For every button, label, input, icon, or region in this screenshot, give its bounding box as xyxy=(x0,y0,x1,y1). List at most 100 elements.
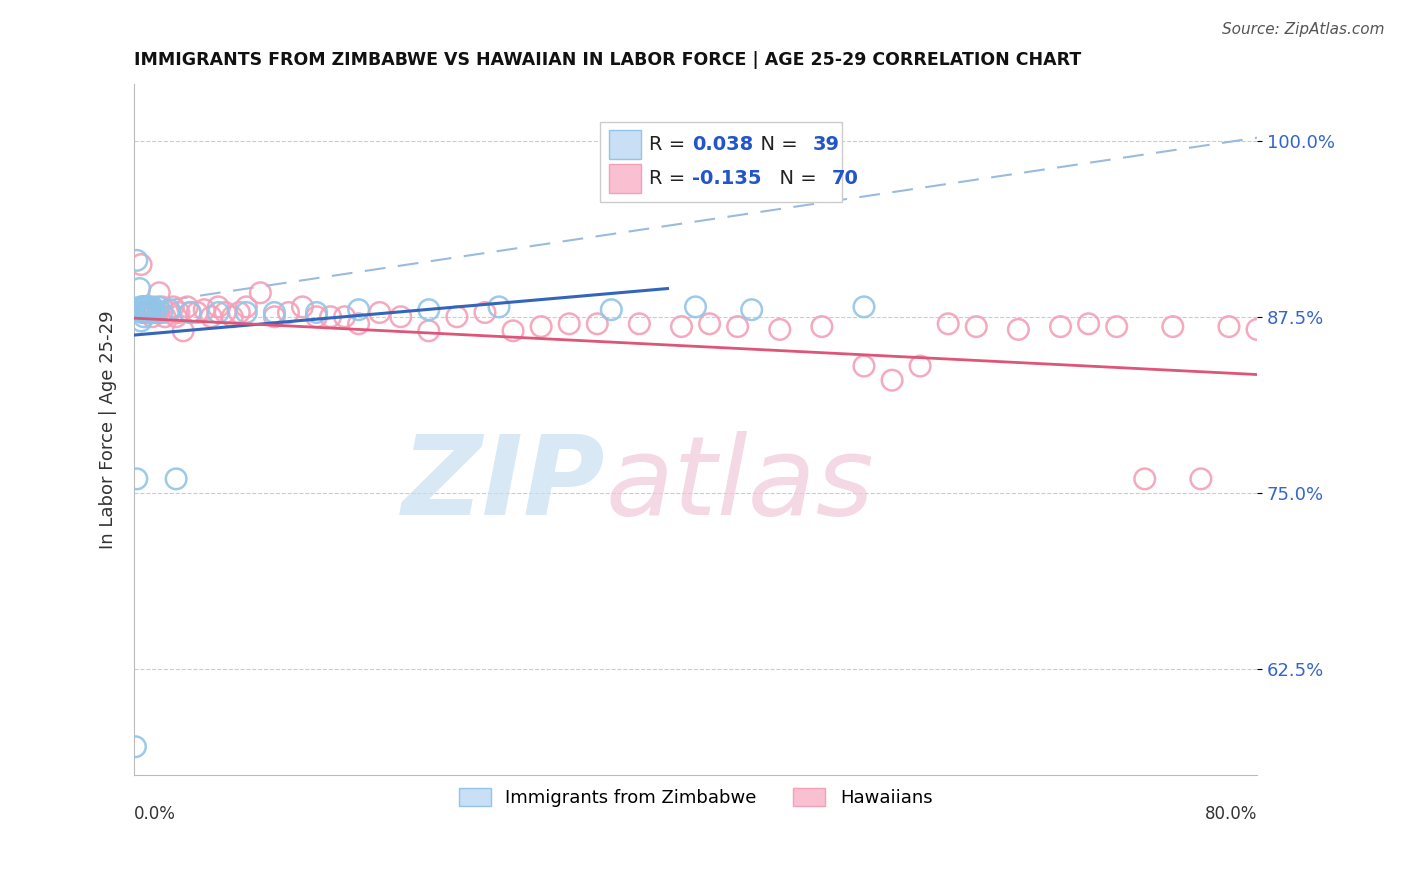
Point xyxy=(1302,324,1324,338)
Point xyxy=(671,319,693,334)
Text: R =: R = xyxy=(650,135,692,153)
Text: 80.0%: 80.0% xyxy=(1205,805,1257,823)
Point xyxy=(132,305,155,319)
Point xyxy=(128,281,150,295)
Point xyxy=(446,310,468,324)
Point xyxy=(965,319,987,334)
Point xyxy=(134,305,156,319)
Point xyxy=(305,310,328,324)
Text: ZIP: ZIP xyxy=(402,432,606,538)
Point xyxy=(1049,319,1071,334)
FancyBboxPatch shape xyxy=(609,164,641,194)
Point xyxy=(1372,324,1395,338)
Point xyxy=(235,305,257,319)
Text: atlas: atlas xyxy=(606,432,875,538)
Point xyxy=(214,305,236,319)
Point xyxy=(207,305,229,319)
Point xyxy=(1246,322,1268,336)
Point xyxy=(134,300,156,314)
Y-axis label: In Labor Force | Age 25-29: In Labor Force | Age 25-29 xyxy=(100,310,117,549)
Point xyxy=(685,300,707,314)
Point xyxy=(263,310,285,324)
Point xyxy=(127,302,149,317)
Point xyxy=(157,302,180,317)
Text: Source: ZipAtlas.com: Source: ZipAtlas.com xyxy=(1222,22,1385,37)
Point xyxy=(1274,324,1296,338)
Point xyxy=(586,317,609,331)
Point xyxy=(347,317,370,331)
Text: 39: 39 xyxy=(813,135,839,153)
Point xyxy=(530,319,553,334)
Text: 0.038: 0.038 xyxy=(692,135,754,153)
Point xyxy=(699,317,721,331)
Point xyxy=(600,302,623,317)
Point xyxy=(129,300,152,314)
Point xyxy=(1161,319,1184,334)
Point xyxy=(1218,319,1240,334)
Point xyxy=(125,253,148,268)
Point xyxy=(136,300,159,314)
Point xyxy=(263,305,285,319)
Text: -0.135: -0.135 xyxy=(692,169,762,188)
Point xyxy=(172,324,194,338)
Point xyxy=(1386,324,1406,338)
Point xyxy=(418,324,440,338)
Text: N =: N = xyxy=(748,135,804,153)
Point xyxy=(134,305,156,319)
Text: N =: N = xyxy=(768,169,824,188)
Point xyxy=(769,322,792,336)
Point xyxy=(474,305,496,319)
Point xyxy=(1105,319,1128,334)
Point xyxy=(249,285,271,300)
Point xyxy=(179,305,201,319)
Point xyxy=(132,310,155,324)
Point xyxy=(131,305,153,319)
Legend: Immigrants from Zimbabwe, Hawaiians: Immigrants from Zimbabwe, Hawaiians xyxy=(451,780,939,814)
Point xyxy=(143,302,166,317)
Point xyxy=(124,739,146,754)
Point xyxy=(200,310,222,324)
Point xyxy=(488,300,510,314)
Point xyxy=(135,300,157,314)
Point xyxy=(129,258,152,272)
Point xyxy=(811,319,834,334)
Point xyxy=(176,300,198,314)
Point xyxy=(1007,322,1029,336)
Point xyxy=(1330,324,1353,338)
FancyBboxPatch shape xyxy=(600,122,842,202)
Point xyxy=(148,285,170,300)
Point xyxy=(291,300,314,314)
Point xyxy=(157,305,180,319)
Point xyxy=(162,300,184,314)
Point xyxy=(136,305,159,319)
Point xyxy=(135,305,157,319)
Point xyxy=(319,310,342,324)
Point xyxy=(221,310,243,324)
Point xyxy=(138,302,160,317)
Point xyxy=(908,359,931,373)
Point xyxy=(125,472,148,486)
Point xyxy=(146,305,169,319)
Point xyxy=(186,305,208,319)
Text: 70: 70 xyxy=(831,169,858,188)
Point xyxy=(305,305,328,319)
Point xyxy=(558,317,581,331)
Point xyxy=(193,302,215,317)
Point xyxy=(141,300,163,314)
Point xyxy=(129,314,152,328)
Point xyxy=(141,310,163,324)
Text: IMMIGRANTS FROM ZIMBABWE VS HAWAIIAN IN LABOR FORCE | AGE 25-29 CORRELATION CHAR: IMMIGRANTS FROM ZIMBABWE VS HAWAIIAN IN … xyxy=(134,51,1081,69)
Point xyxy=(368,305,391,319)
Point xyxy=(1400,324,1406,338)
Point xyxy=(727,319,749,334)
Point xyxy=(179,305,201,319)
Point xyxy=(1358,324,1381,338)
Point xyxy=(628,317,651,331)
Point xyxy=(150,300,173,314)
Point xyxy=(165,310,187,324)
Point xyxy=(333,310,356,324)
Point xyxy=(347,302,370,317)
Point xyxy=(153,310,176,324)
Point xyxy=(277,305,299,319)
Point xyxy=(142,305,165,319)
